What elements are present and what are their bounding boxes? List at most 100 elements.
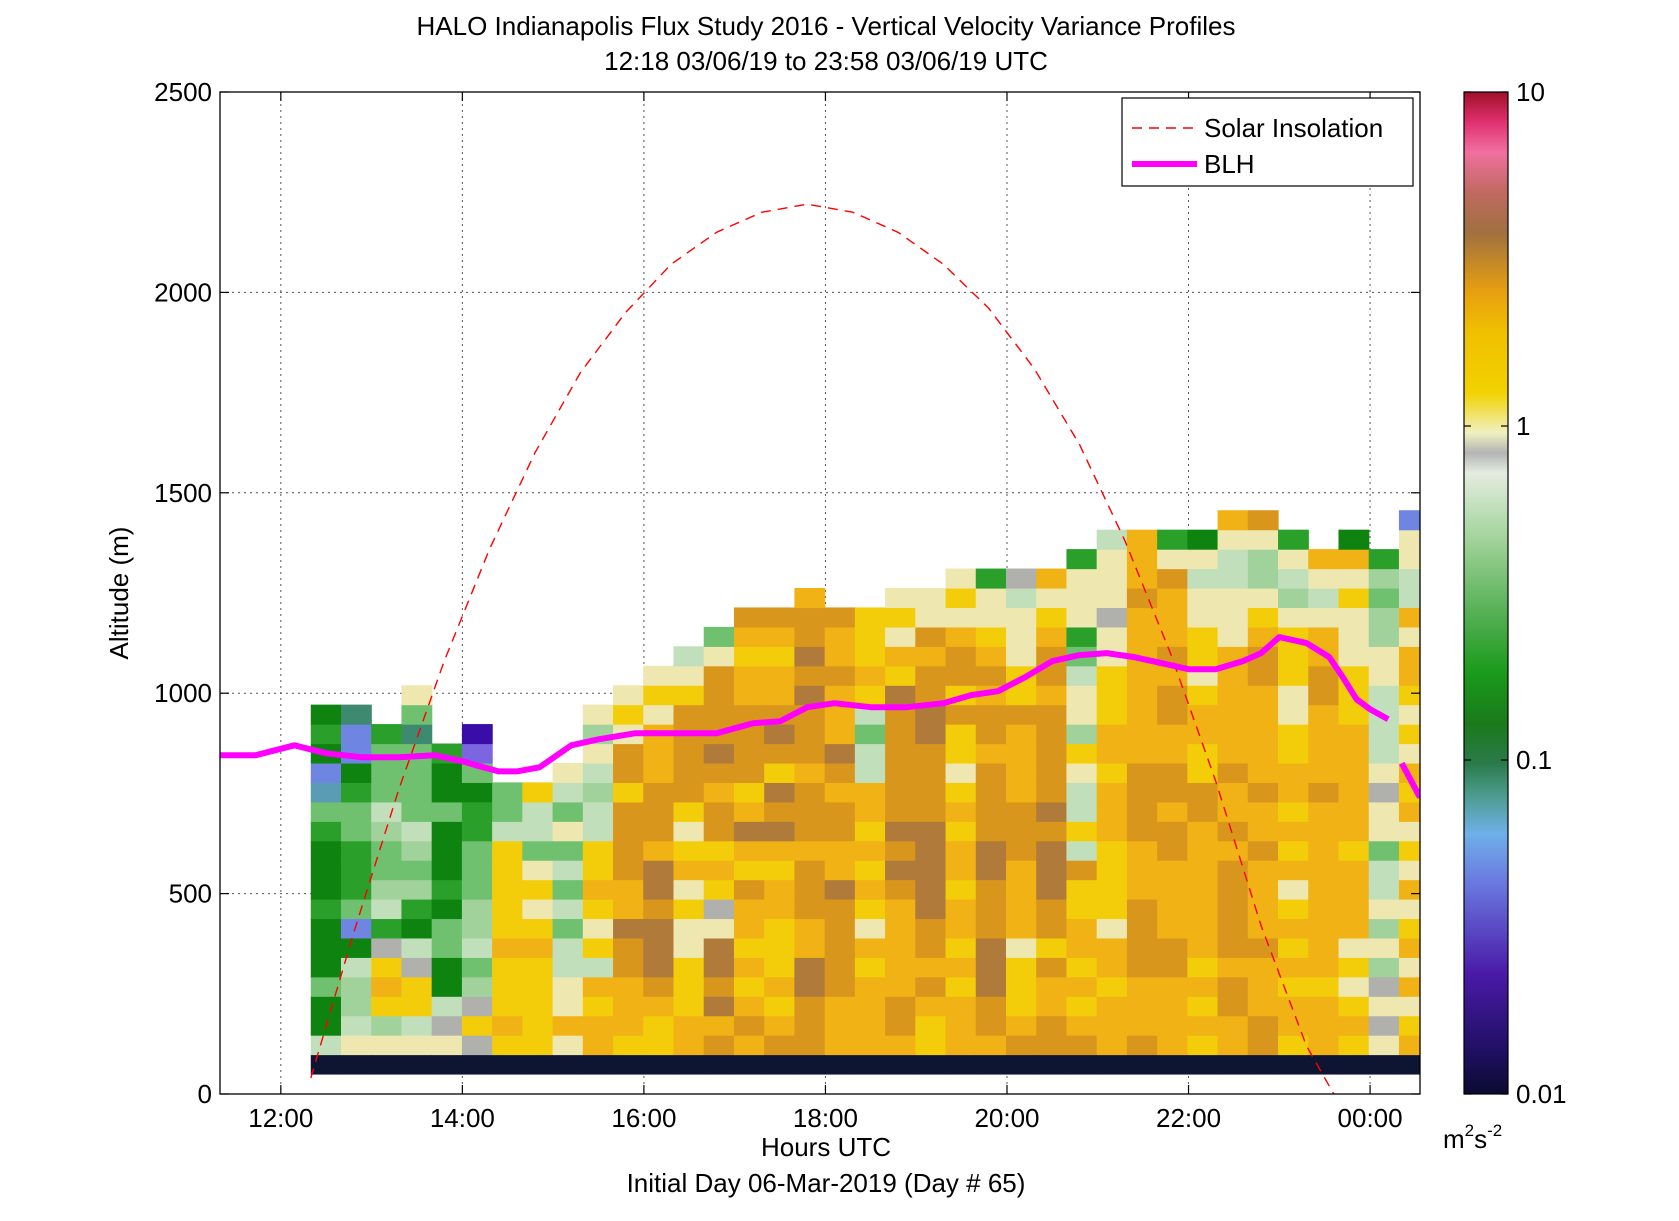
heatmap-cell <box>1036 1035 1068 1056</box>
heatmap-cell <box>341 1035 372 1056</box>
heatmap-cell <box>1429 880 1460 900</box>
heatmap-cell <box>1550 1035 1581 1055</box>
heatmap-cell <box>371 937 403 958</box>
heatmap-cell <box>341 860 372 881</box>
heatmap-cell <box>1096 918 1128 939</box>
heatmap-cell <box>1096 976 1128 997</box>
heatmap-cell <box>1398 704 1420 725</box>
heatmap-cell <box>1247 879 1279 900</box>
heatmap-cell <box>794 607 826 628</box>
heatmap-cell <box>1550 744 1581 764</box>
heatmap-cell <box>1187 685 1219 706</box>
colorbar-tick-label: 0.1 <box>1516 745 1552 775</box>
heatmap-cell <box>522 821 554 842</box>
heatmap-cell <box>885 762 916 783</box>
heatmap-cell <box>1398 607 1420 628</box>
heatmap-cell <box>764 743 796 764</box>
heatmap-cell <box>1338 937 1370 958</box>
heatmap-cell <box>1247 976 1279 997</box>
heatmap-cell <box>1217 626 1249 647</box>
heatmap-cell <box>915 607 947 628</box>
heatmap-cell <box>1368 646 1400 667</box>
x-tick-label: 20:00 <box>974 1103 1039 1133</box>
heatmap-cell <box>1278 743 1309 764</box>
heatmap-cell <box>1368 665 1400 686</box>
heatmap-cell <box>310 976 342 997</box>
heatmap-cell <box>1520 1016 1551 1036</box>
heatmap-cell <box>1036 996 1068 1017</box>
heatmap-cell <box>1126 587 1158 609</box>
heatmap-cell <box>552 996 584 1017</box>
heatmap-cell <box>1157 937 1188 958</box>
heatmap-cell <box>733 840 765 861</box>
heatmap-cell <box>1308 957 1340 978</box>
heatmap-cell <box>1550 802 1581 822</box>
heatmap-cell <box>1217 918 1249 939</box>
heatmap-cell <box>1217 996 1249 1017</box>
heatmap-cell <box>1520 821 1551 841</box>
heatmap-cell <box>371 1035 403 1056</box>
y-tick-label: 1000 <box>154 678 212 708</box>
heatmap-cell <box>341 724 372 745</box>
heatmap-cell <box>1157 568 1188 589</box>
heatmap-cell <box>824 704 856 725</box>
heatmap-cell <box>1096 665 1128 686</box>
heatmap-cell <box>1550 841 1581 861</box>
heatmap-cell <box>1126 685 1158 706</box>
heatmap-cell <box>461 918 493 939</box>
heatmap-cell <box>885 1054 916 1075</box>
heatmap-cell <box>824 937 856 958</box>
heatmap-cell <box>915 918 947 939</box>
colorbar-unit-sup2: -2 <box>1487 1121 1502 1140</box>
heatmap-cell <box>1520 705 1551 725</box>
heatmap-cell <box>824 976 856 997</box>
heatmap-cell <box>1005 724 1037 745</box>
heatmap-cell <box>945 937 977 958</box>
colorbar-unit-base: m <box>1443 1124 1465 1154</box>
heatmap-cell <box>582 782 614 803</box>
heatmap-cell <box>824 957 856 978</box>
heatmap-cell <box>643 957 675 978</box>
heatmap-cell <box>1096 1035 1128 1056</box>
heatmap-cell <box>522 1015 554 1036</box>
heatmap-cell <box>885 821 916 842</box>
heatmap-cell <box>764 724 796 745</box>
heatmap-cell <box>764 626 796 647</box>
heatmap-cell <box>794 860 826 881</box>
heatmap-cell <box>1157 607 1188 628</box>
heatmap-cell <box>643 840 675 861</box>
heatmap-cell <box>1520 530 1551 550</box>
heatmap-cell <box>1126 899 1158 920</box>
heatmap-cell <box>1247 568 1279 589</box>
heatmap-cell <box>1520 1055 1551 1075</box>
heatmap-cell <box>1005 879 1037 900</box>
heatmap-cell <box>703 704 735 725</box>
heatmap-cell <box>1217 840 1249 861</box>
heatmap-cell <box>1157 801 1188 822</box>
heatmap-cell <box>1398 821 1420 842</box>
heatmap-cell <box>461 899 493 920</box>
heatmap-cell <box>1368 762 1400 783</box>
blh-layer <box>220 634 1420 799</box>
heatmap-cell <box>1520 996 1551 1016</box>
heatmap-cell <box>1550 724 1581 744</box>
heatmap-cell <box>794 840 826 861</box>
heatmap-cell <box>613 762 644 783</box>
heatmap-cell <box>673 879 705 900</box>
heatmap-cell <box>310 899 342 920</box>
heatmap-cell <box>1157 685 1188 706</box>
heatmap-cell <box>854 782 886 803</box>
heatmap-cell <box>1005 782 1037 803</box>
heatmap-cell <box>1217 821 1249 842</box>
heatmap-cell <box>552 879 584 900</box>
heatmap-cell <box>1338 626 1370 647</box>
heatmap-cell <box>613 957 644 978</box>
heatmap-cell <box>733 957 765 978</box>
heatmap-cell <box>1278 957 1309 978</box>
heatmap-cell <box>1126 821 1158 842</box>
heatmap-cell <box>552 1035 584 1056</box>
heatmap-cell <box>1126 918 1158 939</box>
heatmap-cell <box>824 665 856 686</box>
heatmap-cell <box>552 782 584 803</box>
heatmap-cell <box>401 1054 433 1075</box>
